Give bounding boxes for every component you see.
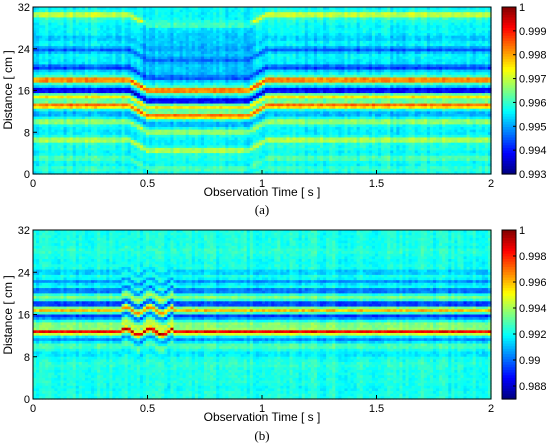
heatmap-a-plot <box>33 7 492 175</box>
